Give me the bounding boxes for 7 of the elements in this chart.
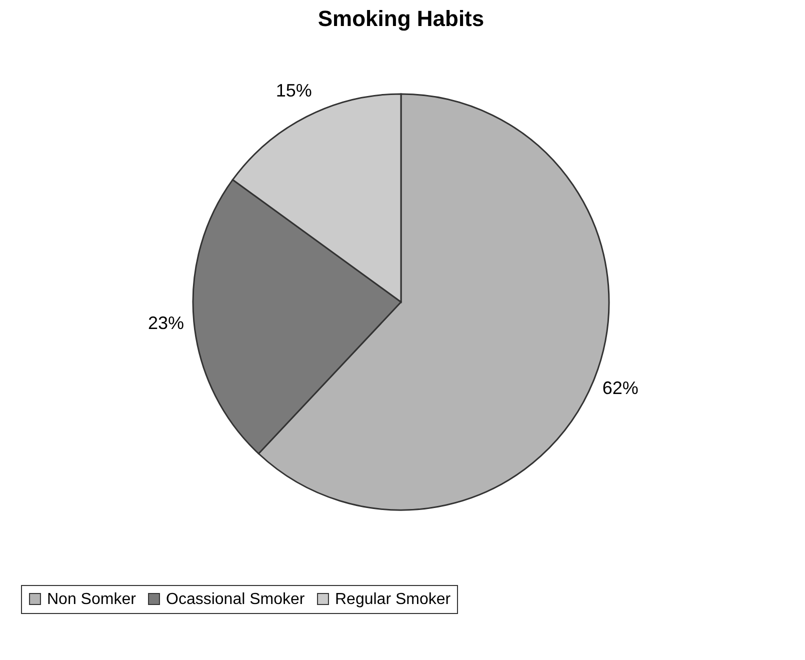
- legend-label: Ocassional Smoker: [166, 591, 306, 608]
- data-label: 15%: [276, 80, 312, 101]
- data-label: 62%: [602, 378, 638, 398]
- data-label: 23%: [148, 313, 184, 334]
- chart-title: Smoking Habits: [318, 6, 484, 31]
- legend-label: Regular Smoker: [335, 591, 452, 608]
- legend-label: Non Somker: [47, 591, 137, 608]
